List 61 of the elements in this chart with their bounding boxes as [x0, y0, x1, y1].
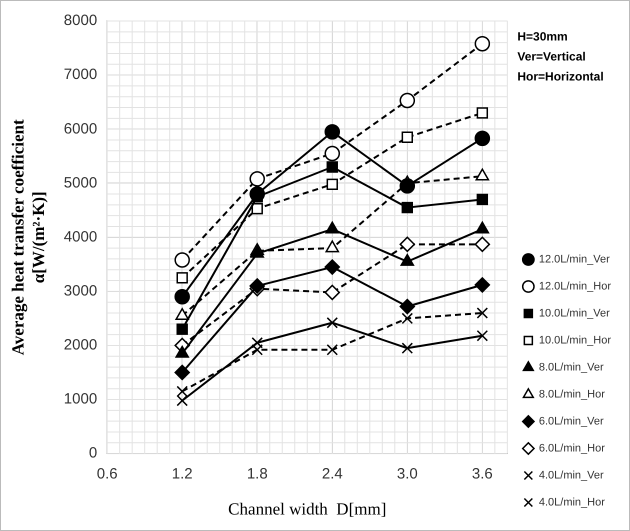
point — [400, 236, 416, 252]
y-tick-label: 0 — [88, 444, 98, 462]
legend-label: 8.0L/min_Ver — [538, 362, 604, 374]
x-tick-label: 1.8 — [246, 466, 268, 483]
y-tick-label: 4000 — [64, 228, 98, 246]
legend-label: 10.0L/min_Ver — [538, 308, 610, 320]
point — [402, 312, 414, 324]
text: Ver=Vertical — [517, 49, 586, 64]
point — [326, 161, 338, 173]
legend-label: 12.0L/min_Ver — [538, 254, 610, 266]
x-tick-label: 3.0 — [396, 466, 418, 483]
point — [474, 277, 490, 293]
point — [476, 330, 488, 342]
y-tick-label: 5000 — [64, 174, 98, 192]
legend-label: 4.0L/min_Hor — [538, 496, 606, 509]
x-axis-title: Channel width D[mm] — [228, 499, 386, 518]
point — [400, 178, 416, 194]
legend-label: 6.0L/min_Hor — [538, 442, 606, 455]
point — [476, 107, 488, 119]
y-tick-label: 7000 — [64, 66, 98, 84]
point — [400, 298, 416, 314]
point — [324, 124, 340, 140]
point — [476, 194, 488, 206]
point — [324, 146, 340, 162]
x-tick-label: 1.2 — [172, 466, 193, 483]
point — [324, 284, 340, 300]
point — [176, 324, 188, 335]
point — [326, 178, 338, 190]
y-tick-label: 1000 — [64, 390, 98, 408]
y-tick-label: 3000 — [64, 282, 98, 300]
point — [176, 272, 188, 284]
legend-label: 4.0L/min_Ver — [538, 470, 604, 482]
point — [400, 92, 416, 108]
point — [326, 317, 338, 328]
y-tick-label: 6000 — [64, 120, 98, 138]
legend-label: 12.0L/min_Hor — [538, 280, 612, 293]
y-tick-label: 8000 — [64, 12, 98, 30]
point — [474, 130, 490, 146]
x-tick-label: 2.4 — [322, 466, 343, 483]
point — [252, 202, 263, 214]
point — [474, 236, 490, 252]
point — [402, 342, 414, 354]
x-tick-label: 3.6 — [472, 466, 493, 483]
point — [174, 252, 190, 268]
point — [174, 289, 190, 305]
y-tick-label: 2000 — [64, 336, 98, 354]
point — [402, 202, 414, 214]
legend-label: 6.0L/min_Ver — [538, 416, 604, 428]
point — [174, 364, 190, 380]
legend-label: 8.0L/min_Hor — [538, 388, 606, 401]
text: H=30mm — [517, 29, 568, 44]
point — [324, 259, 340, 275]
point — [476, 307, 488, 319]
point — [326, 344, 338, 356]
point — [402, 132, 414, 143]
point — [474, 36, 490, 52]
point — [249, 171, 265, 187]
text: Hor=Horizontal — [517, 69, 604, 84]
legend-label: 10.0L/min_Hor — [538, 334, 612, 347]
y-axis-title: Average heat transfer coefficient α[W/(m²·K)] — [8, 119, 48, 356]
x-tick-label: 0.6 — [96, 466, 118, 483]
